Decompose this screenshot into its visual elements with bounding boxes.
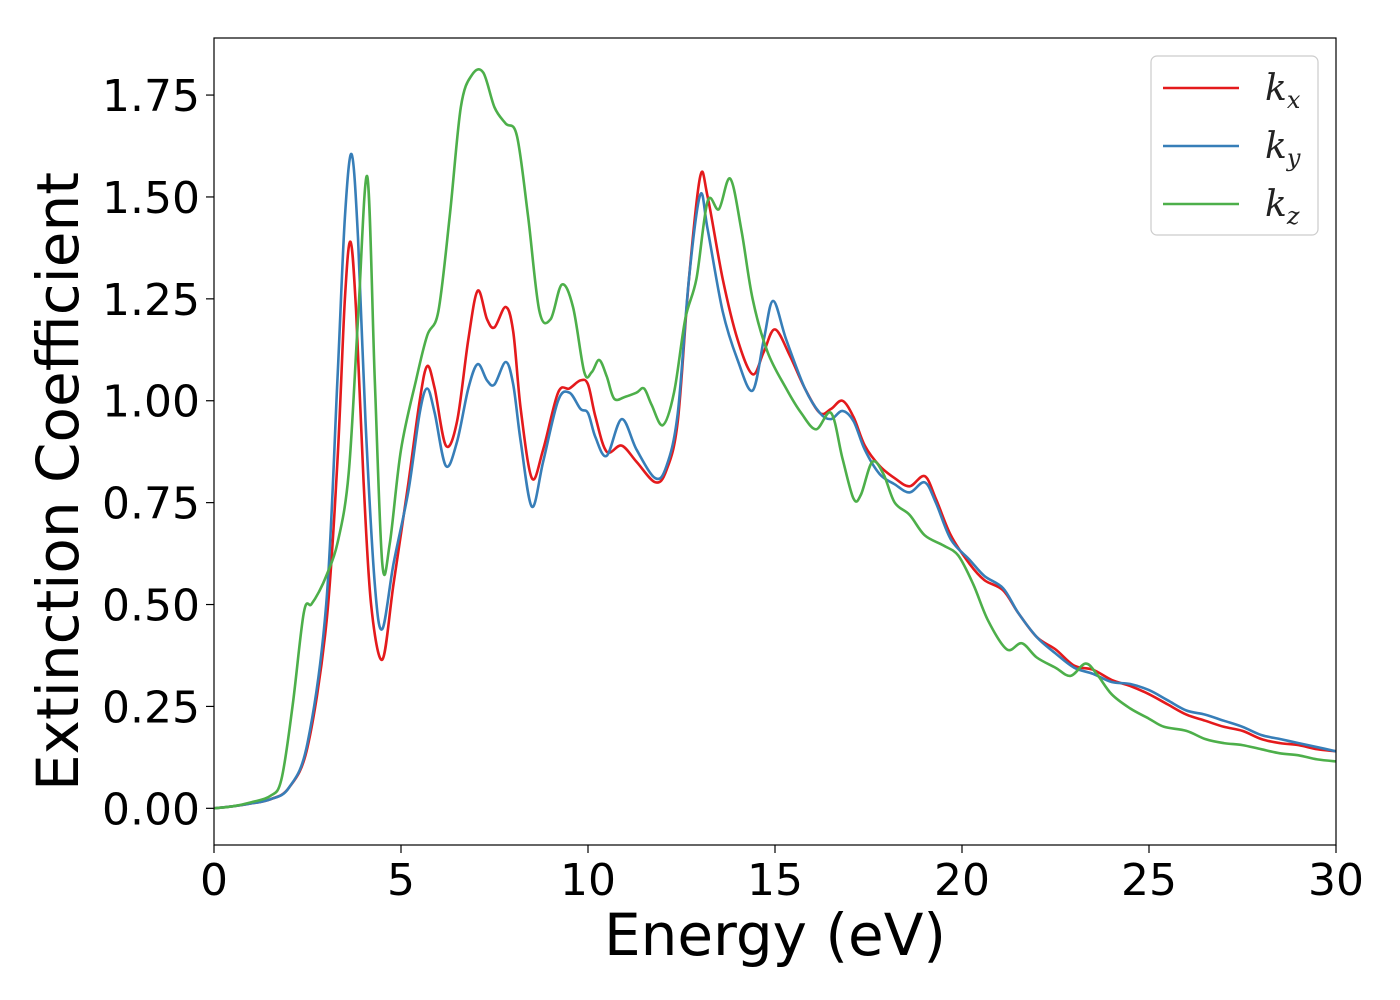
y-axis: 0.00 0.25 0.50 0.75 1.00 1.25 1.50 1.75 <box>102 71 214 835</box>
y-axis-label: Extinction Coefficient <box>24 172 92 791</box>
y-tick-label: 1.50 <box>102 173 200 224</box>
y-tick-label: 0.50 <box>102 581 200 632</box>
x-tick-label: 15 <box>747 855 803 906</box>
x-tick-label: 5 <box>387 855 415 906</box>
y-tick-label: 0.75 <box>102 479 200 530</box>
series-line-z <box>214 68 1336 810</box>
y-tick-label: 0.25 <box>102 682 200 733</box>
y-tick-label: 1.00 <box>102 377 200 428</box>
y-tick-label: 1.75 <box>102 71 200 122</box>
x-axis-label: Energy (eV) <box>604 901 946 969</box>
x-tick-label: 0 <box>200 855 228 906</box>
x-axis: 0 5 10 15 20 25 30 <box>200 845 1364 906</box>
x-tick-label: 20 <box>934 855 990 906</box>
x-tick-label: 10 <box>560 855 616 906</box>
series-lines <box>214 68 1336 810</box>
series-line-x <box>214 170 1336 810</box>
x-tick-label: 25 <box>1121 855 1177 906</box>
series-line-y <box>214 152 1336 810</box>
y-tick-label: 1.25 <box>102 275 200 326</box>
x-tick-label: 30 <box>1308 855 1364 906</box>
y-tick-label: 0.00 <box>102 784 200 835</box>
